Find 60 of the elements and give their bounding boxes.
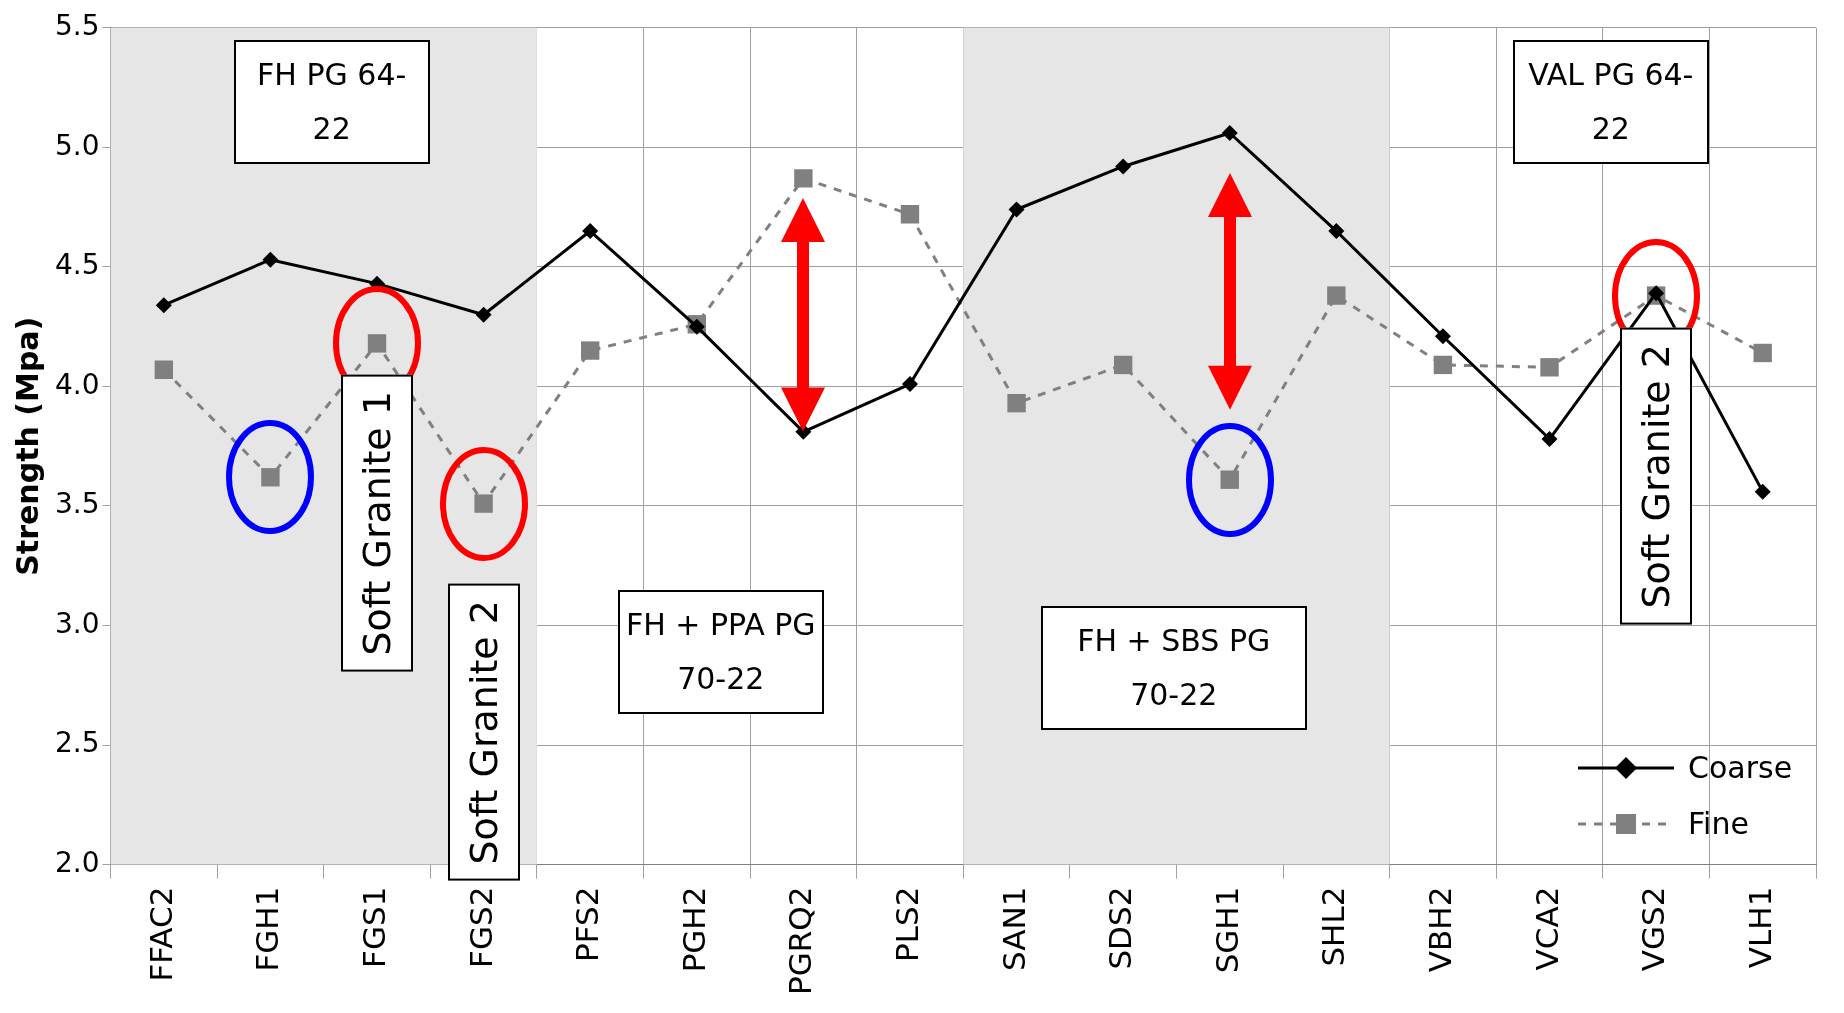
x-tick-label: PLS2 <box>889 886 926 962</box>
x-tick-label: VBH2 <box>1421 886 1458 973</box>
point <box>581 341 600 360</box>
annotation: Soft Granite 2 <box>447 583 520 881</box>
annotation: FH + PPA PG 70-22 <box>617 589 824 714</box>
y-tick-label: 4.5 <box>55 248 100 282</box>
point <box>262 251 279 268</box>
point <box>1115 158 1132 175</box>
point <box>1327 286 1346 305</box>
point <box>1541 431 1558 448</box>
x-tick-label: SAN1 <box>995 886 1032 971</box>
point <box>1540 358 1559 377</box>
point <box>475 306 492 323</box>
point <box>1007 393 1026 413</box>
point <box>1113 355 1133 375</box>
x-tick-label: PGH2 <box>675 886 712 973</box>
annotation: Soft Granite 2 <box>1620 327 1693 625</box>
x-tick-label: FGS1 <box>356 886 393 968</box>
y-tick-label: 5.5 <box>55 9 100 43</box>
point <box>1754 483 1771 500</box>
x-tick-label: FGH1 <box>249 886 286 972</box>
x-tick-label: SGH1 <box>1208 886 1245 974</box>
point <box>901 376 918 393</box>
point <box>582 223 599 240</box>
y-axis-title: Strength (Mpa) <box>9 316 45 576</box>
point <box>1328 223 1345 240</box>
x-tick-label: FFAC2 <box>142 886 179 982</box>
annotation: Soft Granite 1 <box>341 375 413 672</box>
y-tick-label: 3.5 <box>55 487 100 521</box>
x-tick-label: PFS2 <box>569 886 606 963</box>
legend-label: Fine <box>1688 806 1749 842</box>
point <box>367 334 387 353</box>
legend-label: Coarse <box>1688 750 1793 786</box>
x-tick-label: VGS2 <box>1635 886 1672 972</box>
x-tick-label: SDS2 <box>1102 886 1139 970</box>
y-tick-label: 4.0 <box>55 367 100 401</box>
x-tick-label: PGRQ2 <box>782 886 819 996</box>
point <box>261 468 280 487</box>
annotation: FH + SBS PG 70-22 <box>1040 606 1307 731</box>
y-tick-label: 2.0 <box>55 845 100 879</box>
point <box>794 169 813 188</box>
point <box>1433 355 1453 375</box>
point <box>474 494 493 513</box>
point <box>1753 343 1772 363</box>
point <box>900 205 920 224</box>
x-tick-label: FGS2 <box>462 886 499 968</box>
point <box>1220 470 1239 489</box>
annotation: FH PG 64-22 <box>233 39 430 164</box>
point <box>155 297 172 314</box>
point <box>154 360 174 379</box>
x-tick-label: VCA2 <box>1528 886 1565 971</box>
y-tick-label: 2.5 <box>55 726 100 760</box>
y-tick-label: 3.0 <box>55 606 100 640</box>
annotation: VAL PG 64-22 <box>1512 39 1709 164</box>
point <box>1221 125 1238 141</box>
point <box>1434 328 1451 345</box>
x-tick-label: SHL2 <box>1315 886 1352 967</box>
y-tick-label: 5.0 <box>55 128 100 162</box>
point <box>1008 201 1025 218</box>
x-tick-label: VLH1 <box>1741 886 1778 969</box>
